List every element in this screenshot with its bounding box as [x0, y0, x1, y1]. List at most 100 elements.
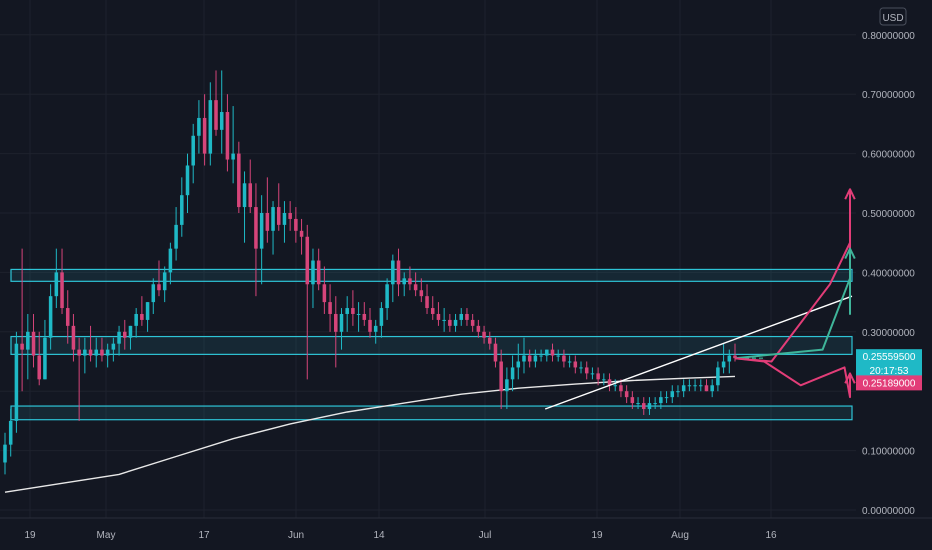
time-axis[interactable]: 19 May 17 Jun 14 Jul 19 Aug 16: [0, 517, 932, 550]
price-tick-label: 0.10000000: [862, 447, 915, 458]
candle-body: [151, 284, 156, 303]
candle-body: [391, 260, 395, 285]
candle: [299, 218, 304, 255]
candle: [499, 349, 503, 410]
candle-body: [157, 284, 161, 291]
currency-button[interactable]: USD: [879, 7, 907, 26]
candle-body: [465, 313, 469, 320]
candle: [681, 379, 686, 398]
candle-body: [596, 373, 600, 380]
candle-body: [590, 373, 595, 375]
candle-body: [681, 385, 686, 392]
candle: [721, 343, 726, 374]
zone-box-3[interactable]: [10, 405, 853, 421]
candle-body: [619, 385, 623, 392]
candle: [31, 313, 36, 368]
candle: [65, 290, 70, 344]
candle-body: [562, 355, 566, 362]
candle-body: [396, 260, 401, 285]
candle: [436, 302, 441, 326]
candle-body: [339, 313, 344, 332]
candle: [670, 385, 675, 404]
candle-body: [140, 313, 144, 320]
candle: [254, 183, 258, 297]
candle-body: [482, 331, 486, 338]
candle-body: [613, 385, 618, 387]
chart-grid: [0, 0, 856, 518]
projection-path-alt[interactable]: [734, 248, 851, 360]
price-axis[interactable]: 0.80000000 0.70000000 0.60000000 0.50000000…: [856, 0, 932, 518]
time-tick-label: 17: [198, 530, 210, 541]
candle: [145, 302, 150, 332]
ma-price-value: 0.25189000: [863, 378, 916, 389]
support-resistance-zones[interactable]: [10, 268, 853, 421]
time-tick-label: May: [97, 530, 116, 541]
zone-box-2[interactable]: [10, 335, 853, 355]
candle: [584, 361, 589, 380]
candle-body: [105, 349, 110, 356]
candle: [111, 337, 116, 362]
candle: [185, 153, 190, 213]
projection-path-bear[interactable]: [734, 357, 851, 399]
candlestick-series: [3, 70, 737, 475]
candle: [83, 337, 87, 374]
candle-body: [60, 272, 64, 309]
candle-body: [476, 325, 481, 332]
time-axis-background: [0, 518, 932, 550]
candle-body: [584, 367, 589, 374]
candle: [590, 367, 595, 380]
candle: [37, 331, 41, 386]
candle: [174, 207, 178, 261]
candle: [128, 325, 133, 350]
candle: [539, 349, 543, 362]
candle-body: [693, 385, 697, 387]
candle-body: [111, 343, 116, 350]
candle-body: [276, 207, 281, 225]
currency-button-frame: [879, 7, 907, 26]
candle-body: [527, 355, 532, 362]
candle-body: [470, 319, 475, 326]
candle-body: [704, 385, 709, 392]
trend-line[interactable]: [544, 295, 853, 410]
currency-label: USD: [882, 13, 903, 24]
candle-body: [721, 361, 726, 368]
candle: [619, 379, 623, 398]
zone-box-1[interactable]: [10, 268, 853, 282]
candle-body: [305, 236, 310, 285]
candle-body: [299, 230, 304, 237]
candle: [545, 349, 549, 362]
candle: [122, 319, 127, 350]
candle-body: [208, 100, 213, 154]
candle-body: [493, 343, 498, 362]
candle-body: [573, 361, 578, 368]
candle-body: [442, 319, 446, 321]
candle: [699, 379, 703, 392]
candle-body: [311, 260, 315, 285]
candle-body: [328, 302, 332, 314]
time-tick-label: 19: [24, 530, 36, 541]
candle-body: [162, 272, 167, 291]
candle: [710, 379, 714, 398]
candle: [100, 337, 104, 362]
candle-body: [402, 278, 406, 285]
candle: [225, 94, 230, 172]
candle-body: [624, 391, 629, 398]
candle-body: [676, 391, 680, 393]
price-axis-background: [856, 0, 932, 518]
candle: [305, 224, 310, 380]
candle-body: [425, 296, 429, 309]
candle: [624, 385, 629, 404]
candle: [356, 302, 361, 332]
candle-body: [550, 349, 555, 356]
candle-body: [710, 385, 714, 392]
candle-body: [334, 313, 338, 332]
candle-body: [259, 213, 264, 249]
candle: [197, 100, 201, 154]
candle-body: [647, 403, 652, 410]
candle-body: [510, 367, 515, 380]
candle: [248, 159, 253, 213]
candle: [134, 308, 138, 338]
projection-drawings[interactable]: [544, 188, 856, 410]
candle: [476, 319, 481, 338]
